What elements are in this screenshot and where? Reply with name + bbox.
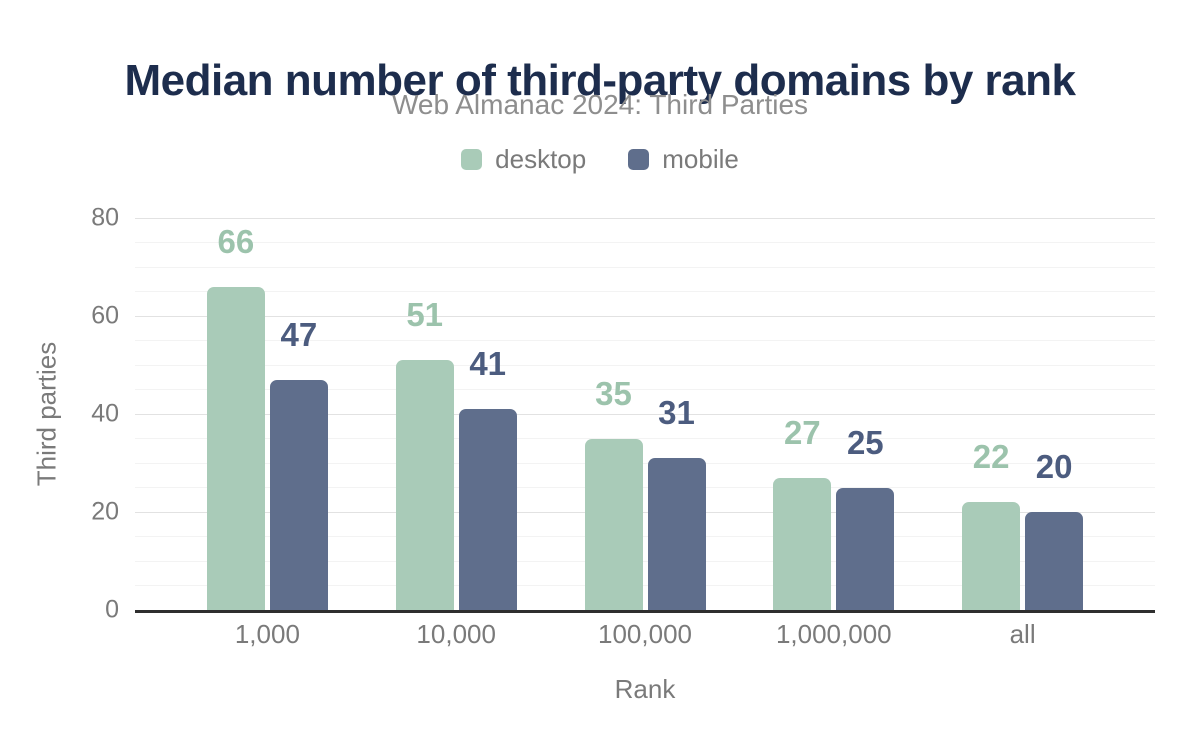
legend-item-desktop[interactable]: desktop (461, 144, 586, 175)
y-tick-label-0: 0 (105, 595, 119, 624)
x-tick-label-10,000: 10,000 (416, 619, 496, 649)
bar-value-label-desktop-100,000: 35 (595, 374, 632, 412)
minor-gridline-10 (135, 560, 1155, 562)
legend: desktop mobile (0, 144, 1200, 175)
chart-title: Median number of third-party domains by … (124, 56, 1076, 106)
desktop-swatch-icon (461, 149, 483, 170)
minor-gridline-65 (135, 291, 1155, 292)
mobile-swatch-icon (628, 149, 650, 170)
minor-gridline-35 (135, 438, 1155, 439)
legend-item-mobile[interactable]: mobile (628, 144, 739, 175)
major-gridline-40 (135, 413, 1155, 415)
x-axis-title: Rank (614, 674, 676, 704)
bar-desktop-all[interactable] (962, 502, 1021, 610)
minor-gridline-25 (135, 487, 1155, 488)
minor-gridline-15 (135, 536, 1155, 537)
bar-value-label-mobile-100,000: 31 (658, 394, 695, 432)
bar-mobile-1,000[interactable] (269, 379, 328, 610)
x-tick-label-1,000: 1,000 (234, 619, 300, 649)
bar-mobile-all[interactable] (1025, 512, 1084, 610)
minor-gridline-70 (135, 266, 1155, 268)
y-tick-label-40: 40 (91, 399, 119, 428)
bar-value-label-desktop-all: 22 (972, 438, 1010, 476)
plot-area: 0 20 40 60 80 1,000 66 47 10,000 51 41 100,000 35 31 1… (91, 205, 1155, 647)
x-tick-label-all: all (1009, 619, 1036, 649)
y-tick-label-80: 80 (91, 203, 119, 232)
bar-mobile-1,000,000[interactable] (836, 487, 895, 610)
minor-gridline-5 (135, 585, 1155, 586)
x-tick-label-100,000: 100,000 (598, 619, 692, 649)
legend-label-desktop: desktop (495, 144, 587, 174)
bar-desktop-1,000[interactable] (206, 286, 265, 610)
bar-value-label-desktop-1,000: 66 (217, 222, 255, 260)
bar-mobile-100,000[interactable] (647, 458, 706, 610)
minor-gridline-50 (135, 364, 1155, 366)
bar-desktop-10,000[interactable] (395, 360, 454, 610)
y-tick-label-60: 60 (91, 301, 119, 330)
chart-subtitle: Web Almanac 2024: Third Parties (391, 89, 809, 120)
bar-value-label-mobile-10,000: 41 (469, 345, 507, 383)
bar-value-label-desktop-10,000: 51 (406, 296, 444, 334)
bar-mobile-10,000[interactable] (458, 409, 517, 610)
bar-value-label-desktop-1,000,000: 27 (783, 413, 821, 451)
bar-value-label-mobile-1,000,000: 25 (846, 423, 884, 461)
minor-gridline-45 (135, 389, 1155, 390)
major-gridline-80 (135, 217, 1155, 219)
minor-gridline-30 (135, 462, 1155, 464)
bar-desktop-1,000,000[interactable] (773, 477, 832, 610)
bar-desktop-100,000[interactable] (584, 438, 643, 610)
minor-gridline-55 (135, 340, 1155, 341)
major-gridline-60 (135, 315, 1155, 317)
y-tick-label-20: 20 (91, 497, 119, 526)
bar-value-label-mobile-all: 20 (1035, 448, 1073, 485)
x-tick-label-1,000,000: 1,000,000 (775, 619, 892, 649)
legend-label-mobile: mobile (662, 144, 739, 174)
minor-gridline-75 (135, 242, 1155, 243)
major-gridline-20 (135, 511, 1155, 513)
bar-value-label-mobile-1,000: 47 (280, 315, 318, 353)
